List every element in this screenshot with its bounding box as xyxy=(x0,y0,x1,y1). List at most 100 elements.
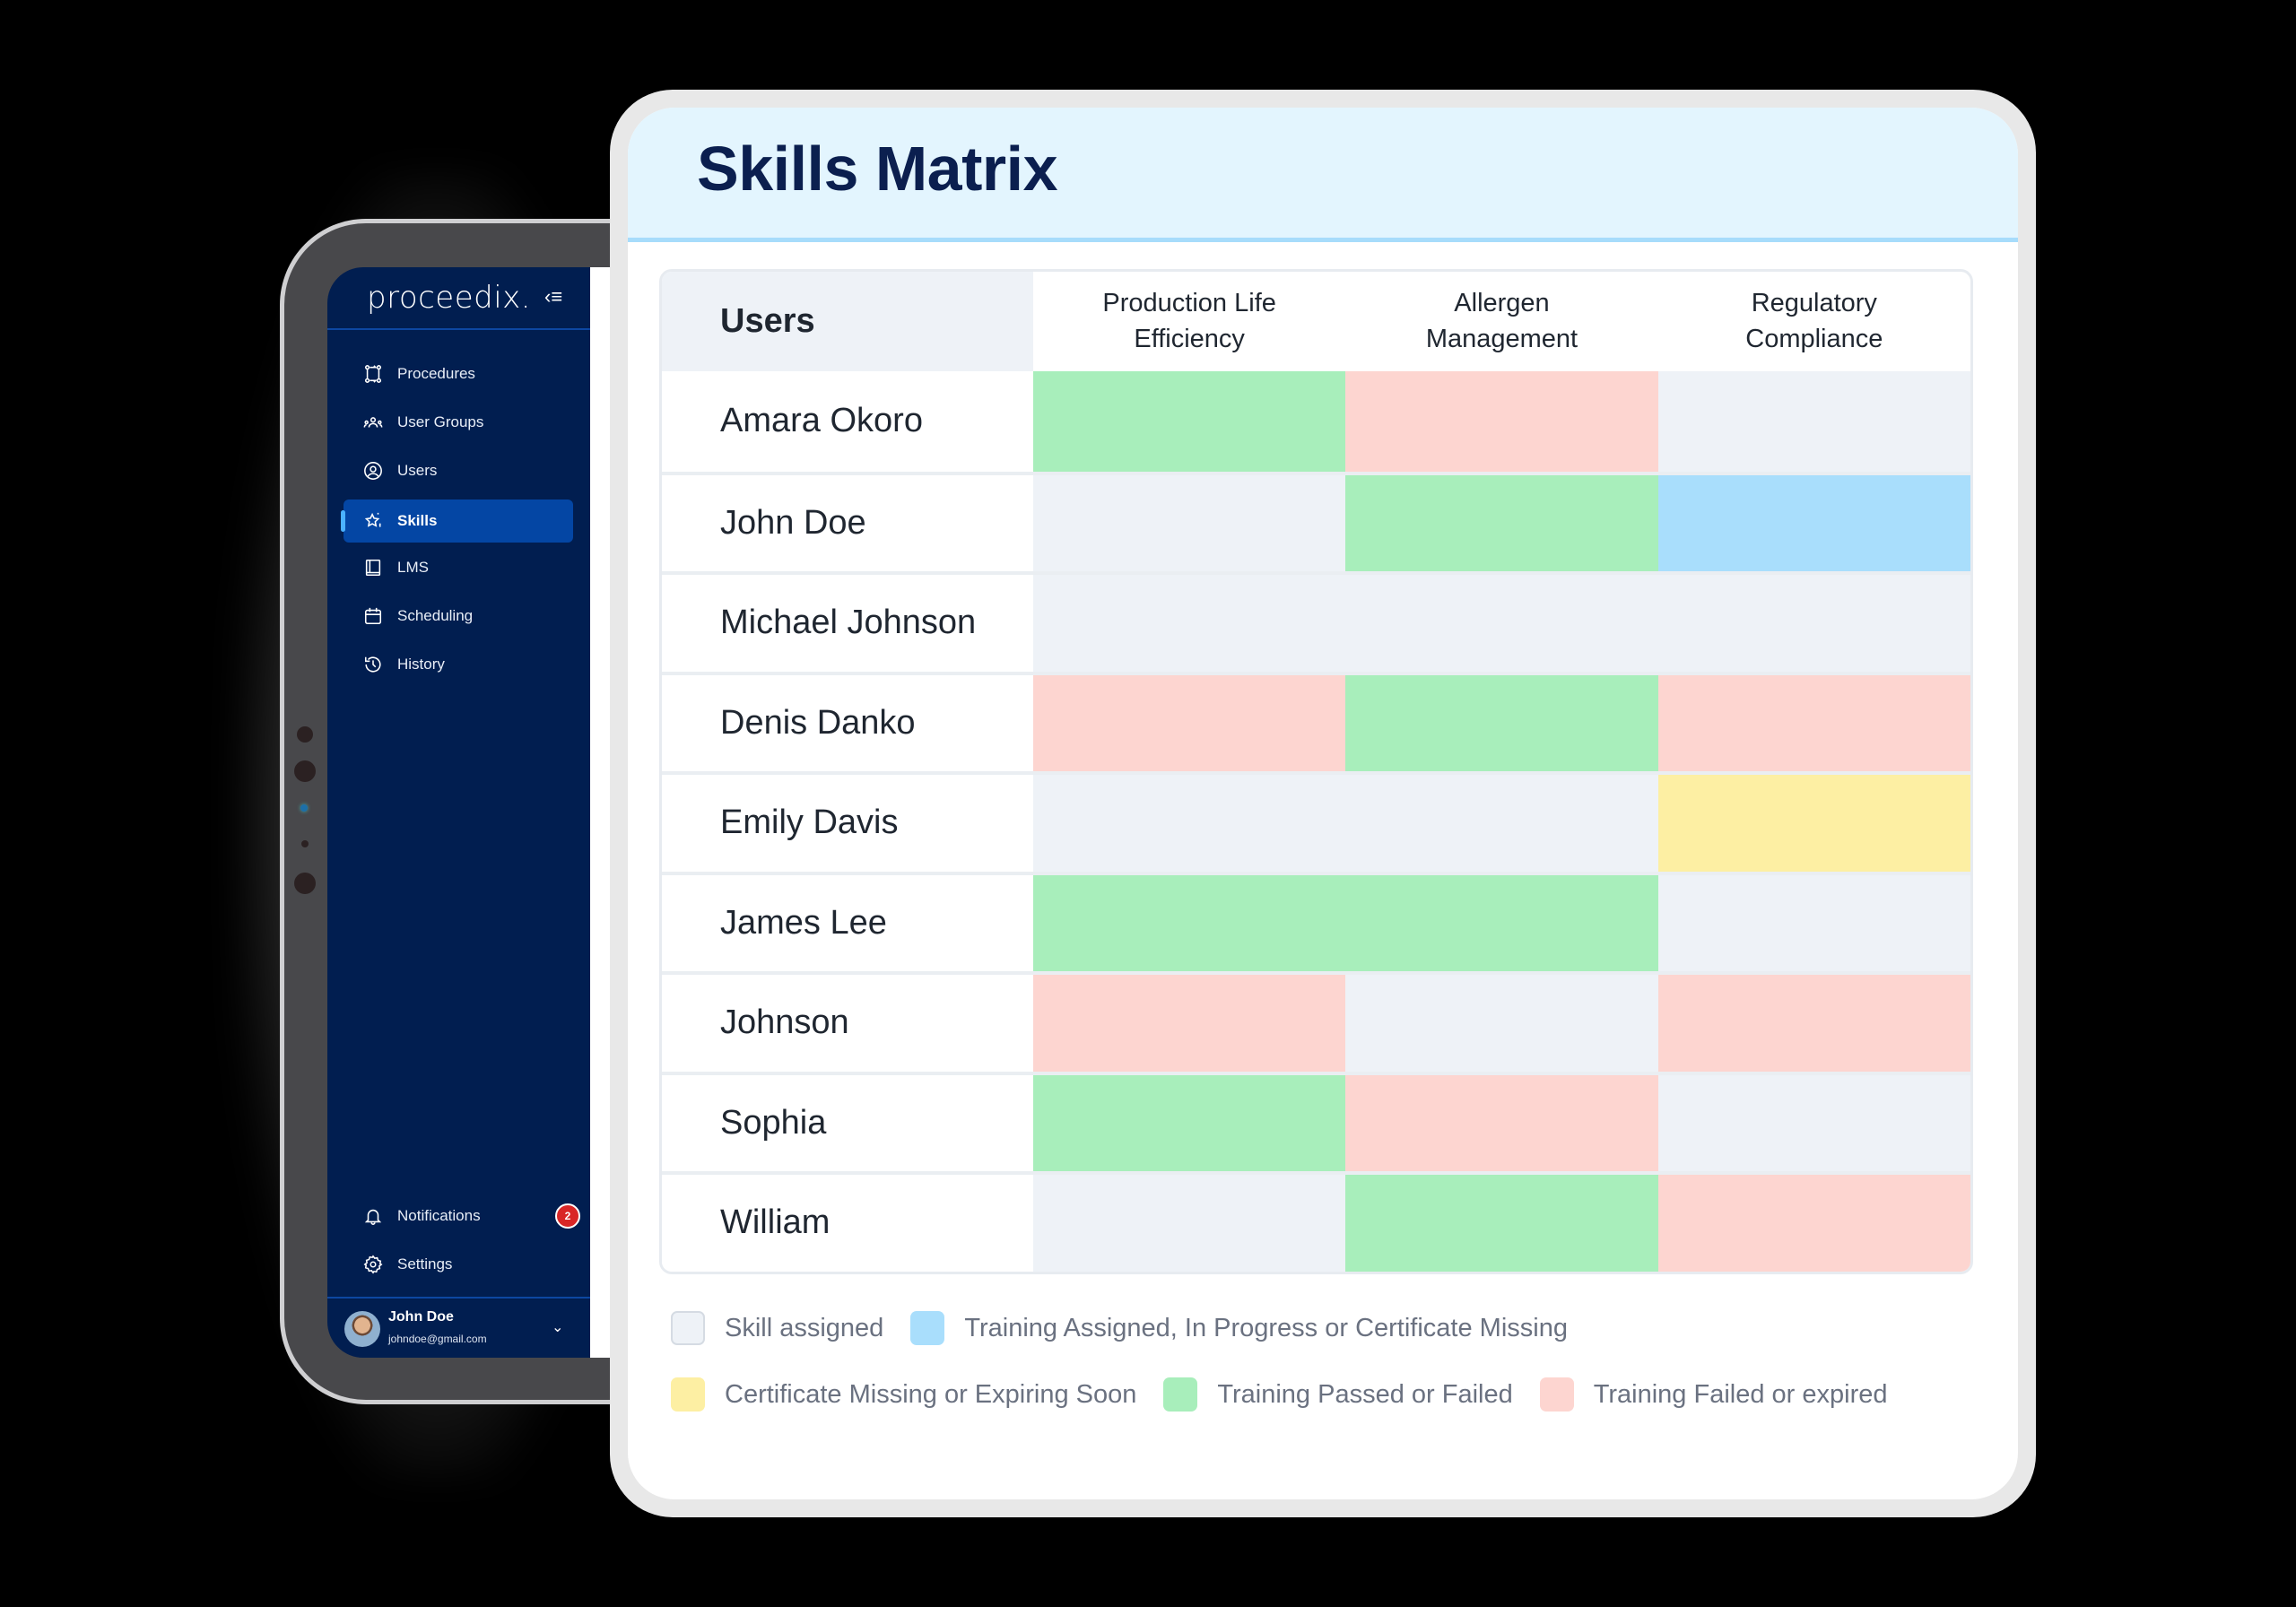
skill-status-cell-progress[interactable] xyxy=(1657,474,1970,571)
skill-status-cell-expiring[interactable] xyxy=(1657,775,1970,872)
sidebar: proceedix. ‹≡ Procedures User Groups Use… xyxy=(327,267,590,1358)
skill-status-cell-failed[interactable] xyxy=(1657,1175,1970,1272)
skill-status-cell-passed[interactable] xyxy=(1345,674,1658,771)
sidebar-item-notifications[interactable]: Notifications 2 xyxy=(344,1194,580,1238)
skill-status-cell-skill[interactable] xyxy=(1033,575,1346,672)
column-header-skill[interactable]: Production Life Efficiency xyxy=(1102,289,1276,353)
legend-label: Training Failed or expired xyxy=(1593,1379,1888,1409)
skill-status-cell-skill[interactable] xyxy=(1033,775,1346,872)
skill-status-cell-skill[interactable] xyxy=(1033,474,1346,571)
logo[interactable]: proceedix. xyxy=(367,280,532,316)
skill-status-cell-failed[interactable] xyxy=(1657,975,1970,1072)
book-icon xyxy=(361,556,385,579)
legend-label: Skill assigned xyxy=(725,1313,884,1342)
gear-icon xyxy=(361,1253,385,1276)
legend-item-skill: Skill assigned xyxy=(671,1311,883,1345)
user-name-cell[interactable]: Michael Johnson xyxy=(662,575,1033,672)
user-name-cell[interactable]: Sophia xyxy=(662,1074,1033,1171)
skill-status-cell-passed[interactable] xyxy=(1033,1074,1346,1171)
user-name-cell[interactable]: William xyxy=(662,1175,1033,1272)
skill-status-cell-failed[interactable] xyxy=(1345,1074,1658,1171)
sidebar-item-label: History xyxy=(397,656,445,673)
table-row: Amara Okoro xyxy=(662,371,1970,472)
skills-matrix-card: Skills Matrix Users Production Life Effi… xyxy=(628,108,2018,1499)
main-screen-edge xyxy=(590,267,612,1358)
table-row: Johnson xyxy=(662,971,1970,1072)
legend-label: Training Assigned, In Progress or Certif… xyxy=(964,1313,1568,1342)
skill-status-cell-passed[interactable] xyxy=(1033,874,1346,971)
sidebar-item-history[interactable]: History xyxy=(344,643,573,686)
bell-icon xyxy=(361,1204,385,1228)
user-name-cell[interactable]: Emily Davis xyxy=(662,775,1033,872)
sidebar-item-user-groups[interactable]: User Groups xyxy=(344,401,573,444)
user-name: John Doe xyxy=(388,1309,454,1325)
skill-status-cell-passed[interactable] xyxy=(1345,874,1658,971)
skill-status-cell-skill[interactable] xyxy=(1345,575,1658,672)
skill-status-cell-skill[interactable] xyxy=(1345,975,1658,1072)
sidebar-item-scheduling[interactable]: Scheduling xyxy=(344,595,573,638)
sidebar-item-label: Scheduling xyxy=(397,607,474,624)
legend-label: Training Passed or Failed xyxy=(1217,1379,1513,1409)
table-header: Users Production Life Efficiency Allerge… xyxy=(662,272,1970,371)
skill-status-cell-failed[interactable] xyxy=(1033,674,1346,771)
user-groups-icon xyxy=(361,411,385,434)
sidebar-item-label: User Groups xyxy=(397,413,484,430)
legend-swatch xyxy=(910,1311,945,1345)
tablet-button xyxy=(294,760,316,782)
history-icon xyxy=(361,653,385,676)
table-row: James Lee xyxy=(662,871,1970,971)
card-header: Skills Matrix xyxy=(628,108,2018,242)
user-profile[interactable]: John Doe johndoe@gmail.com ⌄ xyxy=(327,1297,590,1358)
sidebar-item-procedures[interactable]: Procedures xyxy=(344,352,573,395)
skill-status-cell-failed[interactable] xyxy=(1033,975,1346,1072)
sidebar-item-label: Settings xyxy=(397,1255,453,1273)
skill-status-cell-skill[interactable] xyxy=(1657,371,1970,472)
skill-status-cell-skill[interactable] xyxy=(1033,1175,1346,1272)
user-name-cell[interactable]: John Doe xyxy=(662,474,1033,571)
legend-item-progress: Training Assigned, In Progress or Certif… xyxy=(910,1311,1568,1345)
tablet-camera xyxy=(300,804,308,812)
sidebar-item-skills[interactable]: Skills xyxy=(341,499,573,543)
legend-swatch xyxy=(1539,1377,1574,1412)
calendar-icon xyxy=(361,604,385,628)
user-name-cell[interactable]: Amara Okoro xyxy=(662,371,1033,472)
skills-matrix-table: Users Production Life Efficiency Allerge… xyxy=(659,269,1973,1274)
collapse-menu-icon[interactable]: ‹≡ xyxy=(544,285,563,308)
legend-label: Certificate Missing or Expiring Soon xyxy=(725,1379,1137,1409)
column-header-skill[interactable]: Regulatory Compliance xyxy=(1745,289,1883,353)
skill-status-cell-passed[interactable] xyxy=(1033,371,1346,472)
chevron-down-icon[interactable]: ⌄ xyxy=(552,1320,564,1335)
user-circle-icon xyxy=(361,459,385,482)
table-row: John Doe xyxy=(662,471,1970,571)
skill-status-cell-skill[interactable] xyxy=(1657,1074,1970,1171)
sidebar-item-lms[interactable]: LMS xyxy=(344,546,573,589)
table-row: Denis Danko xyxy=(662,671,1970,771)
column-header-users: Users xyxy=(662,272,1033,371)
legend-row: Certificate Missing or Expiring Soon Trai… xyxy=(671,1377,1915,1412)
skill-status-cell-failed[interactable] xyxy=(1345,371,1658,472)
sidebar-item-label: Skills xyxy=(397,512,438,529)
user-email: johndoe@gmail.com xyxy=(388,1333,487,1345)
user-name-cell[interactable]: James Lee xyxy=(662,874,1033,971)
user-name-cell[interactable]: Johnson xyxy=(662,975,1033,1072)
skill-status-cell-failed[interactable] xyxy=(1657,674,1970,771)
sidebar-item-settings[interactable]: Settings xyxy=(344,1243,573,1286)
table-row: Michael Johnson xyxy=(662,571,1970,672)
column-header-skill[interactable]: Allergen Management xyxy=(1425,289,1578,353)
skill-status-cell-passed[interactable] xyxy=(1345,1175,1658,1272)
legend-row: Skill assigned Training Assigned, In Prog… xyxy=(671,1311,1595,1345)
legend-item-expiring: Certificate Missing or Expiring Soon xyxy=(671,1377,1136,1412)
user-name-cell[interactable]: Denis Danko xyxy=(662,674,1033,771)
table-body: Amara Okoro John Doe Michael Johnson Denis … xyxy=(662,371,1970,1272)
procedures-icon xyxy=(361,362,385,386)
skill-status-cell-skill[interactable] xyxy=(1657,575,1970,672)
skill-status-cell-passed[interactable] xyxy=(1345,474,1658,571)
notification-badge: 2 xyxy=(555,1203,580,1229)
skill-status-cell-skill[interactable] xyxy=(1345,775,1658,872)
skill-status-cell-skill[interactable] xyxy=(1657,874,1970,971)
legend-swatch xyxy=(671,1377,705,1412)
tablet-button xyxy=(294,873,316,894)
sidebar-item-users[interactable]: Users xyxy=(344,449,573,492)
legend-swatch xyxy=(671,1311,705,1345)
sidebar-item-label: Procedures xyxy=(397,365,475,382)
